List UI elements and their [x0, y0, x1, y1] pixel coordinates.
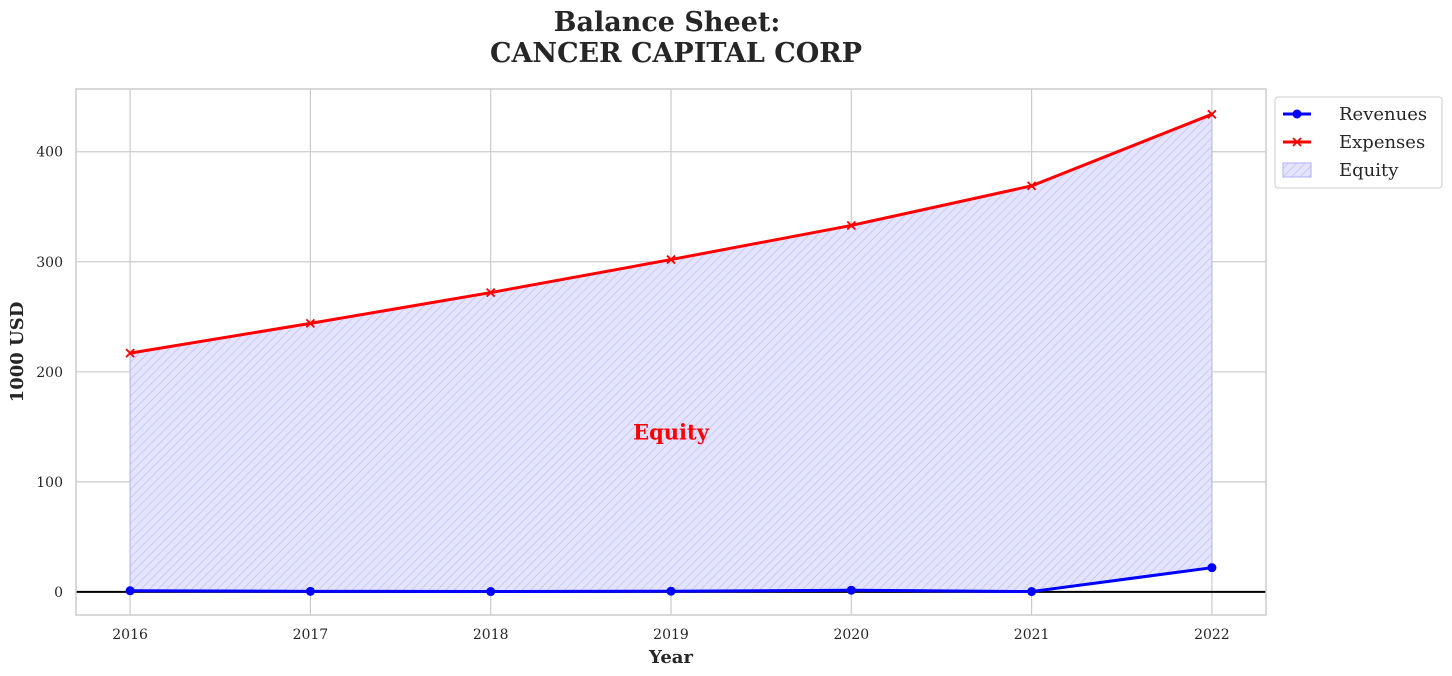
revenues-point-2020	[846, 585, 856, 595]
x-tick-2022: 2022	[1194, 627, 1230, 643]
legend: Revenues Expenses Equity	[1274, 96, 1443, 189]
chart-title-line-2: CANCER CAPITAL CORP	[490, 38, 862, 69]
revenues-point-2016	[125, 586, 135, 596]
revenues-point-2019	[666, 586, 676, 596]
legend-expenses-label: Expenses	[1339, 132, 1425, 153]
y-tick-300: 300	[36, 255, 63, 271]
x-tick-2016: 2016	[112, 627, 148, 643]
expenses-point-2022	[1207, 109, 1217, 119]
x-tick-2017: 2017	[293, 627, 329, 643]
y-tick-200: 200	[36, 365, 63, 381]
expenses-point-2021	[1026, 181, 1037, 191]
legend-equity-swatch	[1282, 162, 1312, 178]
legend-revenues-label: Revenues	[1339, 104, 1427, 125]
revenues-point-2018	[486, 587, 496, 597]
y-tick-100: 100	[36, 475, 63, 491]
x-tick-2021: 2021	[1014, 627, 1050, 643]
x-axis-label: Year	[648, 647, 693, 668]
series-layer	[125, 109, 1217, 597]
revenues-point-2017	[305, 586, 315, 596]
expenses-point-2016	[125, 348, 135, 358]
plot-frame	[75, 88, 1267, 616]
y-tick-400: 400	[36, 145, 63, 161]
legend-expenses-marker	[1292, 137, 1302, 147]
revenues-point-2022	[1207, 563, 1217, 573]
x-tick-2020: 2020	[833, 627, 869, 643]
x-tick-2018: 2018	[473, 627, 509, 643]
y-axis-label: 1000 USD	[7, 302, 28, 403]
revenues-point-2021	[1027, 587, 1037, 597]
legend-revenues-marker	[1292, 109, 1302, 119]
equity-annotation: Equity	[633, 419, 710, 444]
plot-border	[75, 88, 1267, 616]
y-tick-labels: 0 100 200 300 400	[36, 145, 63, 601]
expenses-point-2020	[846, 220, 856, 231]
expenses-point-2018	[486, 287, 496, 298]
y-tick-0: 0	[54, 585, 63, 601]
chart-title-line-1: Balance Sheet:	[554, 7, 781, 38]
legend-box	[1274, 96, 1443, 189]
x-tick-labels: 2016 2017 2018 2019 2020 2021 2022	[112, 627, 1229, 643]
x-tick-2019: 2019	[653, 627, 689, 643]
legend-equity-label: Equity	[1339, 160, 1399, 181]
expenses-point-2017	[305, 318, 316, 329]
expenses-point-2019	[666, 254, 676, 265]
